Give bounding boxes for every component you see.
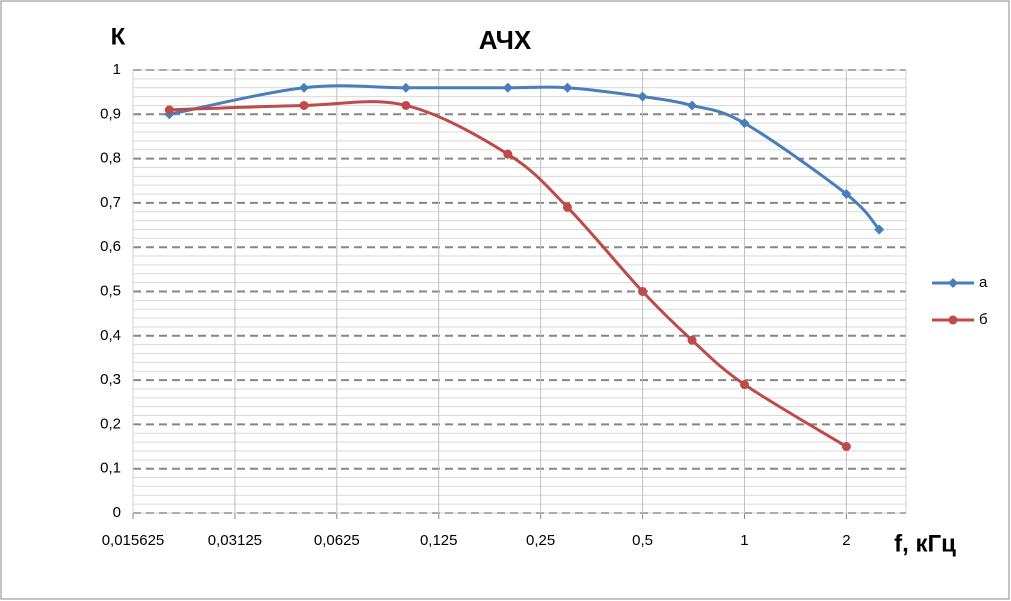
y-tick-label: 0,7 (100, 194, 121, 211)
x-tick-label: 0,015625 (102, 532, 165, 549)
y-tick-label: 0,8 (100, 150, 121, 167)
marker (638, 287, 648, 296)
marker (503, 149, 513, 159)
legend-label: б (979, 311, 988, 328)
marker (739, 380, 749, 390)
x-tick-label: 1 (740, 532, 748, 549)
legend-label: а (979, 274, 988, 291)
marker (562, 202, 572, 212)
marker (687, 335, 697, 345)
x-tick-label: 0,5 (632, 532, 653, 549)
y-tick-label: 0,5 (100, 282, 121, 299)
y-tick-label: 0,3 (100, 371, 121, 388)
x-tick-label: 0,25 (526, 532, 555, 549)
marker (841, 189, 852, 200)
marker (299, 82, 310, 93)
series-line (169, 100, 848, 448)
marker (562, 82, 573, 93)
y-tick-label: 0,1 (100, 460, 121, 477)
marker (400, 82, 411, 93)
marker (874, 224, 885, 235)
marker (739, 118, 750, 129)
plot-border (132, 69, 907, 514)
y-tick-label: 0,9 (100, 105, 121, 122)
chart-title: АЧХ (479, 25, 532, 55)
marker (502, 82, 513, 93)
x-tick-label: 2 (842, 532, 850, 549)
y-tick-label: 0 (113, 504, 121, 521)
marker (164, 105, 174, 115)
y-axis-label: К (111, 23, 126, 50)
marker (637, 91, 648, 102)
y-tick-label: 1 (113, 61, 121, 78)
marker (687, 100, 698, 111)
x-tick-label: 0,125 (420, 532, 458, 549)
marker (948, 315, 958, 325)
marker (299, 100, 309, 110)
y-tick-label: 0,6 (100, 238, 121, 255)
y-tick-label: 0,4 (100, 327, 121, 344)
y-tick-label: 0,2 (100, 415, 121, 432)
marker (948, 278, 958, 288)
x-axis-label: f, кГц (894, 530, 956, 557)
x-tick-label: 0,03125 (208, 532, 262, 549)
series-line (169, 84, 881, 231)
marker (841, 442, 851, 452)
x-tick-label: 0,0625 (314, 532, 360, 549)
marker (401, 100, 411, 110)
